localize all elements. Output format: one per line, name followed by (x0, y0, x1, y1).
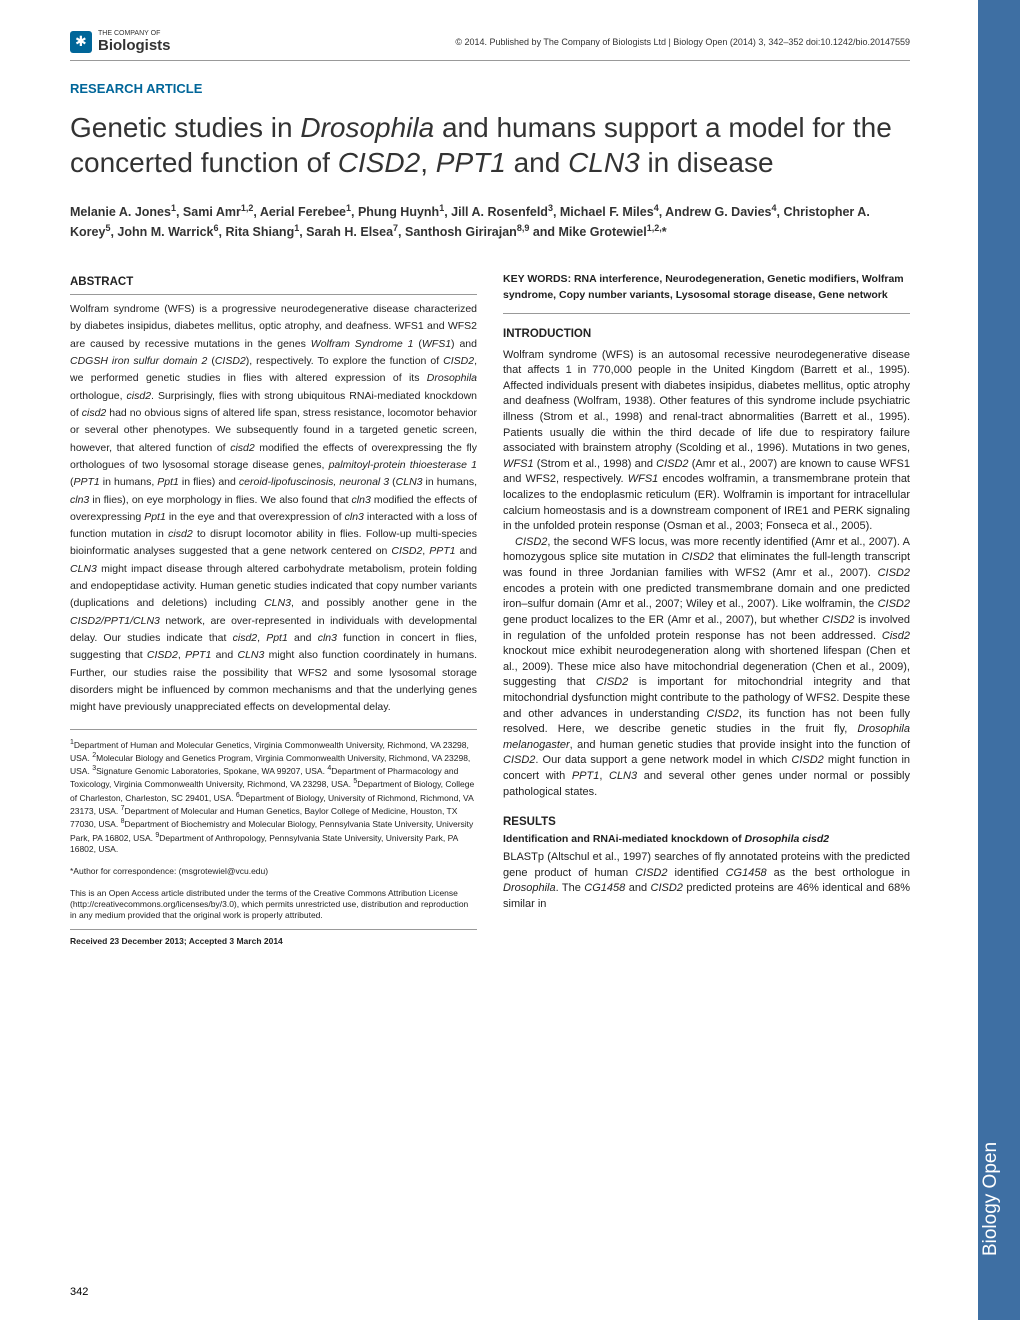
two-column-layout: ABSTRACT Wolfram syndrome (WFS) is a pro… (70, 272, 910, 948)
affiliations: 1Department of Human and Molecular Genet… (70, 729, 477, 856)
introduction-heading: INTRODUCTION (503, 326, 910, 343)
page-number: 342 (70, 1286, 88, 1298)
publisher-name: Biologists (98, 37, 171, 54)
results-para: BLASTp (Altschul et al., 1997) searches … (503, 850, 910, 912)
logo-icon (70, 31, 92, 53)
results-heading: RESULTS (503, 814, 910, 831)
article-title: Genetic studies in Drosophila and humans… (70, 110, 910, 180)
intro-para-2: CISD2, the second WFS locus, was more re… (503, 535, 910, 800)
article-type: RESEARCH ARTICLE (70, 81, 910, 96)
received-accepted: Received 23 December 2013; Accepted 3 Ma… (70, 929, 477, 948)
page-content: THE COMPANY OF Biologists © 2014. Publis… (0, 0, 970, 968)
authors: Melanie A. Jones1, Sami Amr1,2, Aerial F… (70, 202, 910, 242)
abstract-heading: ABSTRACT (70, 274, 477, 295)
publisher-tag: THE COMPANY OF (98, 30, 171, 37)
header-citation: © 2014. Published by The Company of Biol… (455, 37, 910, 47)
results-subheading: Identification and RNAi-mediated knockdo… (503, 833, 910, 847)
results-body: BLASTp (Altschul et al., 1997) searches … (503, 850, 910, 912)
page-header: THE COMPANY OF Biologists © 2014. Publis… (70, 30, 910, 61)
left-column: ABSTRACT Wolfram syndrome (WFS) is a pro… (70, 272, 477, 948)
correspondence: *Author for correspondence: (msgrotewiel… (70, 865, 477, 878)
intro-para-1: Wolfram syndrome (WFS) is an autosomal r… (503, 348, 910, 535)
license-text: This is an Open Access article distribut… (70, 888, 477, 921)
journal-name-vertical: Biology Open (980, 1142, 1002, 1256)
introduction-body: Wolfram syndrome (WFS) is an autosomal r… (503, 348, 910, 801)
publisher-logo: THE COMPANY OF Biologists (70, 30, 171, 54)
keywords: KEY WORDS: RNA interference, Neurodegene… (503, 272, 910, 315)
journal-side-tab: Biology Open (978, 0, 1020, 1320)
right-column: KEY WORDS: RNA interference, Neurodegene… (503, 272, 910, 948)
abstract-text: Wolfram syndrome (WFS) is a progressive … (70, 301, 477, 717)
